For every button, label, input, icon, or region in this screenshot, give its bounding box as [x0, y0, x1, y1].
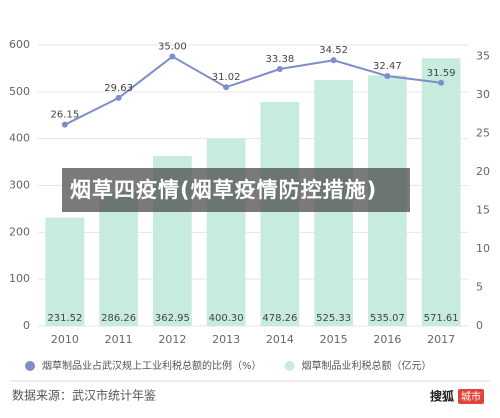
- y2-tick-label: 5: [476, 281, 483, 294]
- bar-label: 525.33: [316, 313, 351, 324]
- x-tick-label: 2013: [212, 333, 240, 346]
- bar: [45, 217, 85, 326]
- line-marker: [384, 73, 391, 80]
- line-marker: [223, 84, 230, 91]
- x-tick-label: 2014: [266, 333, 294, 346]
- line-label: 32.47: [373, 61, 402, 72]
- bar: [421, 58, 461, 326]
- bar-label: 286.26: [101, 313, 136, 324]
- watermark-brand: 搜狐: [430, 389, 454, 404]
- line: [64, 55, 442, 126]
- bar: [99, 191, 138, 326]
- x-tick-label: 2010: [51, 333, 79, 346]
- line-marker: [61, 121, 68, 128]
- line-label: 26.15: [51, 110, 80, 121]
- y-tick-label: 300: [9, 179, 30, 192]
- y-tick-label: 200: [9, 225, 30, 238]
- y-tick-label: 0: [23, 319, 30, 332]
- overlay-title: 烟草四疫情(烟草疫情防控措施): [62, 168, 410, 212]
- line-marker: [330, 57, 337, 64]
- x-tick-label: 2016: [373, 333, 401, 346]
- legend-swatch: [284, 361, 295, 371]
- y2-tick-label: 35: [476, 50, 490, 63]
- line-marker: [438, 79, 445, 86]
- bar-label: 571.61: [424, 313, 459, 324]
- bar-label: 400.30: [209, 313, 244, 324]
- bar-label: 535.07: [370, 313, 405, 324]
- bar: [206, 138, 246, 326]
- x-tick-label: 2011: [105, 333, 133, 346]
- line-marker: [169, 53, 176, 60]
- y2-tick-label: 10: [476, 242, 490, 255]
- x-tick-label: 2012: [158, 333, 186, 346]
- bar-label: 231.52: [47, 313, 82, 324]
- watermark-tag: 城市: [461, 390, 481, 403]
- x-tick-label: 2017: [427, 333, 455, 346]
- y2-tick-label: 25: [476, 127, 490, 140]
- line-label: 34.52: [319, 45, 348, 56]
- line-label: 33.38: [266, 54, 295, 65]
- legend-label: 烟草制品业利税总额（亿元）: [302, 359, 432, 372]
- y-tick-label: 100: [9, 272, 30, 285]
- x-tick-label: 2015: [320, 333, 348, 346]
- line-label: 29.63: [104, 83, 133, 94]
- line-label: 31.02: [212, 72, 241, 83]
- source: 数据来源：武汉市统计年鉴: [12, 388, 156, 403]
- bar-label: 362.95: [155, 313, 190, 324]
- y2-tick-label: 30: [476, 88, 490, 101]
- bar-label: 478.26: [262, 313, 297, 324]
- line-label: 35.00: [158, 42, 187, 53]
- y2-tick-label: 15: [476, 204, 490, 217]
- y2-tick-label: 0: [476, 319, 483, 332]
- y-tick-label: 400: [9, 132, 30, 145]
- legend-swatch: [25, 361, 35, 371]
- y-tick-label: 500: [9, 85, 30, 98]
- legend-label: 烟草制品业占武汉规上工业利税总额的比例（%）: [42, 359, 262, 372]
- y-tick-label: 600: [9, 38, 30, 51]
- watermark-badge: [458, 389, 484, 404]
- line-label: 31.59: [427, 68, 456, 79]
- bar: [260, 102, 300, 327]
- y2-tick-label: 20: [476, 165, 490, 178]
- line-marker: [115, 94, 122, 101]
- line-marker: [276, 66, 283, 73]
